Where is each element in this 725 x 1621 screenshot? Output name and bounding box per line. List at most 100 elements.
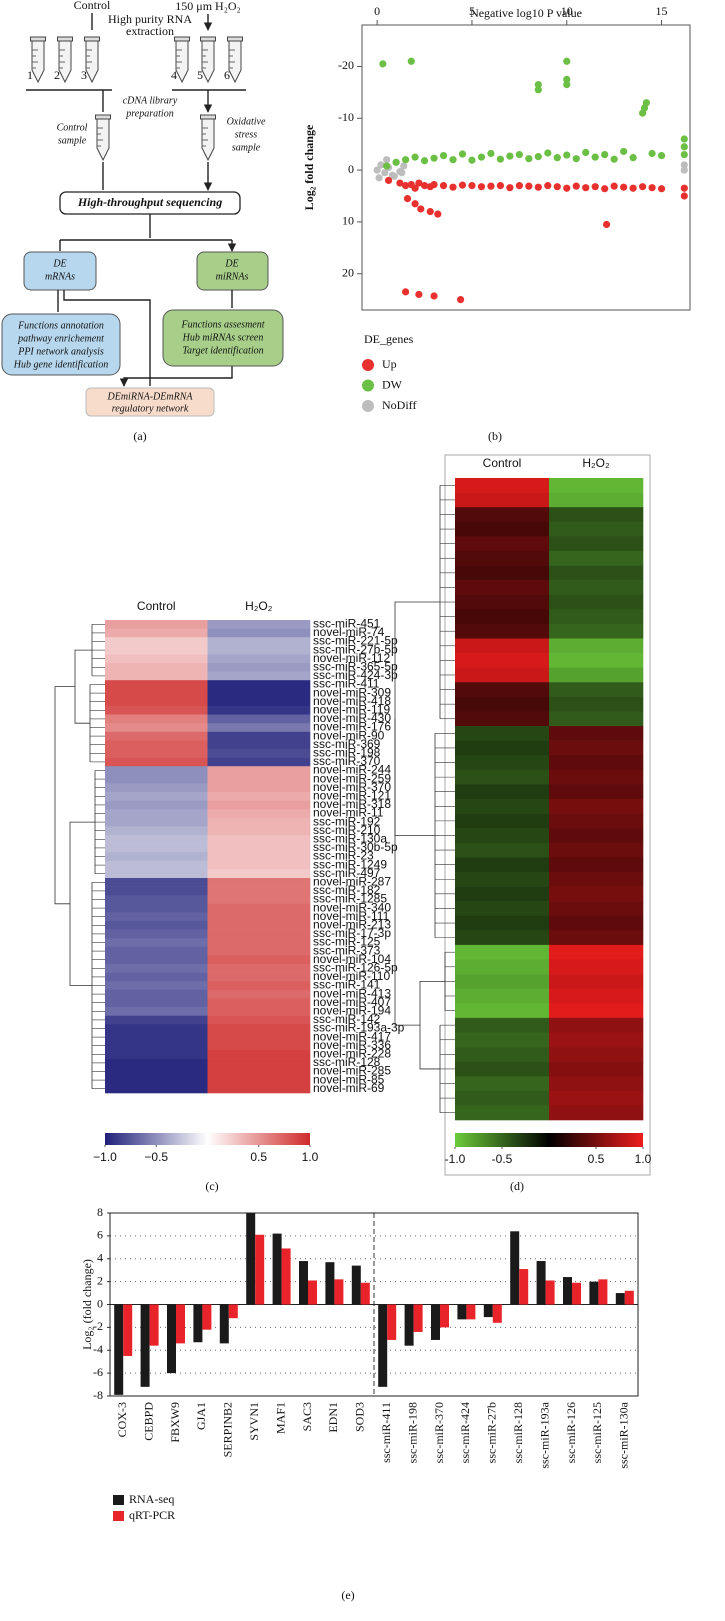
heatmap-cell <box>207 895 311 905</box>
bar <box>466 1304 476 1320</box>
heatmap-cell <box>549 507 644 523</box>
point <box>434 210 442 218</box>
heatmap-cell <box>549 886 644 902</box>
row-label: novel-miR-413 <box>313 986 391 1000</box>
heatmap-cell <box>549 521 644 537</box>
point <box>648 184 656 192</box>
x-tick-label: 10 <box>561 4 573 18</box>
point <box>525 155 533 163</box>
point <box>563 80 571 89</box>
point <box>680 161 688 169</box>
point <box>468 156 476 164</box>
heatmap-cell <box>455 1061 550 1077</box>
heatmap-cell <box>455 536 550 552</box>
heatmap-cell <box>549 1047 644 1062</box>
heatmap-cell <box>455 696 550 712</box>
heatmap-cell <box>549 638 644 654</box>
heatmap-cell <box>105 972 208 982</box>
heatmap-cell <box>207 774 311 784</box>
heatmap-cell <box>105 766 208 776</box>
point <box>392 158 400 166</box>
arrow <box>59 240 232 251</box>
bar <box>572 1282 581 1305</box>
heatmap-cell <box>549 842 644 858</box>
y-tick-label: 8 <box>97 1205 103 1219</box>
y-tick-label: 0 <box>97 1296 103 1310</box>
point <box>601 185 609 193</box>
legend-swatch <box>362 379 374 392</box>
point <box>553 154 561 162</box>
bar <box>149 1304 159 1346</box>
heatmap-cell <box>105 852 208 862</box>
heatmap-cell <box>455 871 550 887</box>
sample-label: sample <box>232 142 261 153</box>
heatmap-cell <box>455 769 550 785</box>
colorbar-tick-label: −1.0 <box>93 1150 117 1164</box>
point <box>680 150 688 159</box>
heatmap-cell <box>105 1024 208 1034</box>
x-tick-label: ssc-miR-126 <box>564 1402 578 1463</box>
row-label: ssc-miR-130a <box>313 831 387 845</box>
heatmap-cell <box>207 852 311 862</box>
column-label: Control <box>483 456 522 470</box>
heatmap-cell <box>207 1084 311 1094</box>
point <box>572 182 580 190</box>
heatmap-cell <box>455 1105 550 1121</box>
network-label: DEmiRNA-DEmRNA <box>107 391 194 402</box>
heatmap-cell <box>207 792 311 801</box>
legend-swatch <box>362 359 374 371</box>
point <box>402 182 410 190</box>
heatmap-cell <box>105 886 208 896</box>
heatmap-cell <box>105 1032 208 1042</box>
row-label: ssc-miR-411 <box>313 677 380 691</box>
heatmap-cell <box>105 835 208 844</box>
heatmap-cell <box>105 1007 208 1016</box>
heatmap-cell <box>455 1076 550 1092</box>
row-label: ssc-miR-210 <box>313 823 381 837</box>
point <box>601 150 609 159</box>
x-tick-label: SYVN1 <box>247 1402 261 1441</box>
heatmap-cell <box>105 1067 208 1077</box>
tube-number: 3 <box>81 68 87 82</box>
panel-label: (a) <box>133 429 146 443</box>
heatmap-cell <box>455 930 550 946</box>
point <box>415 179 423 187</box>
heatmap-cell <box>549 667 644 683</box>
y-tick-label: 6 <box>97 1228 103 1242</box>
legend-label: RNA-seq <box>129 1492 174 1506</box>
heatmap-cell <box>105 809 208 819</box>
heatmap-cell <box>455 740 550 756</box>
heatmap-cell <box>207 1024 311 1034</box>
point <box>657 185 666 193</box>
heatmap-cell <box>455 521 550 537</box>
point <box>379 60 387 68</box>
sample-label: Oxidative <box>227 116 266 127</box>
heatmap-cell <box>105 637 208 647</box>
point <box>390 172 398 180</box>
heatmap-cell <box>207 903 311 913</box>
point <box>525 182 533 190</box>
heatmap-cell <box>105 817 208 827</box>
point <box>582 184 590 192</box>
point <box>415 290 423 299</box>
bar <box>483 1304 493 1318</box>
tube-number: 4 <box>171 68 177 82</box>
point <box>411 200 419 208</box>
heatmap-cell <box>455 974 550 989</box>
y-tick-label: -4 <box>93 1342 103 1356</box>
point <box>426 207 434 216</box>
plot-frame <box>109 1212 639 1397</box>
bar <box>510 1231 520 1305</box>
sample-label: Control <box>57 122 88 133</box>
heatmap-cell <box>105 757 208 767</box>
heatmap-cell <box>455 842 550 858</box>
heatmap-cell <box>207 800 311 810</box>
heatmap-cell <box>455 507 550 523</box>
heatmap-cell <box>549 974 644 989</box>
dendrogram-branch <box>74 649 92 724</box>
bar <box>351 1265 361 1305</box>
point <box>402 156 410 164</box>
y-tick-label: 4 <box>97 1251 103 1265</box>
point <box>582 148 590 157</box>
heatmap-cell <box>549 623 644 639</box>
